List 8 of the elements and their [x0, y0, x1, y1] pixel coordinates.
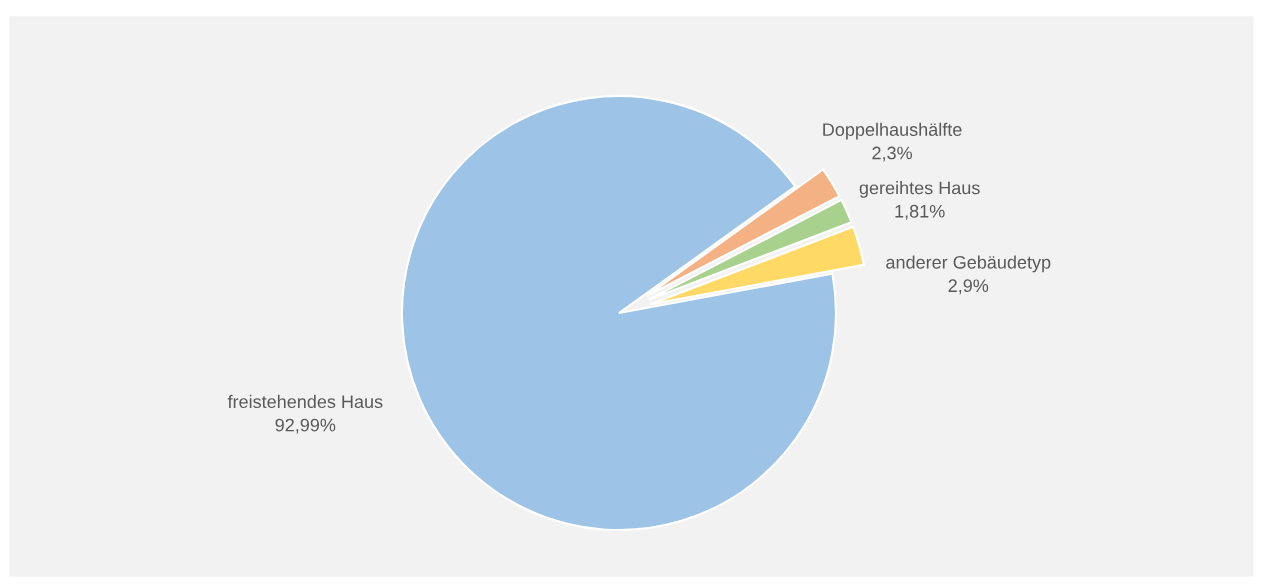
data-label: 92,99% — [275, 418, 336, 434]
slice-label: gereihtes Haus — [859, 181, 980, 198]
slice-label: anderer Gebäudetyp — [886, 255, 1051, 273]
slice-label: freistehendes Haus — [227, 394, 383, 409]
data-label: 1,81% — [895, 204, 945, 220]
data-label: 2,3% — [872, 146, 912, 162]
data-label: 2,9% — [948, 279, 989, 295]
slice-label: Doppelhaushälfte — [823, 122, 962, 140]
